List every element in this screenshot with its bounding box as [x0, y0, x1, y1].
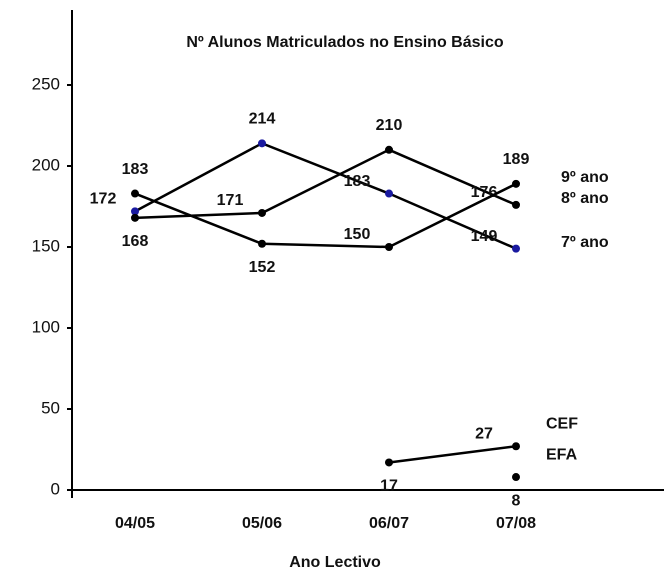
legend-label: 7º ano [561, 234, 609, 251]
data-label: 189 [503, 151, 530, 168]
marker [385, 458, 393, 467]
legend-label: 9º ano [561, 169, 609, 186]
x-axis-label: Ano Lectivo [289, 554, 381, 571]
data-label: 152 [249, 259, 276, 276]
series-line [134, 148, 517, 220]
marker [131, 213, 139, 222]
marker [385, 189, 393, 198]
x-tick-label: 05/06 [242, 515, 282, 532]
marker [512, 244, 520, 253]
data-label: 171 [217, 192, 244, 209]
x-tick-label: 04/05 [115, 515, 155, 532]
marker [512, 473, 520, 482]
marker [385, 145, 393, 154]
legend-label: 8º ano [561, 190, 609, 207]
marker [512, 200, 520, 209]
data-label: 8 [512, 492, 521, 509]
marker [258, 239, 266, 248]
data-label: 210 [376, 117, 403, 134]
data-label: 183 [344, 173, 371, 190]
y-tick-label: 250 [32, 74, 60, 93]
y-tick-label: 150 [32, 236, 60, 255]
y-tick-label: 200 [32, 155, 60, 174]
marker [385, 243, 393, 251]
x-tick-label: 06/07 [369, 515, 409, 532]
marker [258, 139, 266, 148]
x-tick-label: 07/08 [496, 515, 536, 532]
series-line [388, 445, 517, 464]
y-tick-label: 100 [32, 317, 60, 336]
y-tick-label: 0 [51, 479, 60, 498]
legend-label: EFA [546, 446, 578, 463]
y-tick-label: 50 [41, 398, 60, 417]
data-label: 150 [344, 226, 371, 243]
data-label: 149 [471, 228, 498, 245]
data-label: 17 [380, 478, 398, 495]
series-line [134, 182, 517, 249]
legend-label: CEF [546, 415, 578, 432]
marker [131, 207, 139, 216]
data-label: 27 [475, 425, 493, 442]
data-label: 172 [90, 191, 117, 208]
chart-title: Nº Alunos Matriculados no Ensino Básico [186, 34, 504, 51]
series-line [134, 141, 517, 250]
data-label: 183 [122, 161, 149, 178]
data-label: 168 [122, 233, 149, 250]
data-label: 214 [249, 111, 276, 128]
marker [258, 208, 266, 217]
marker [512, 179, 520, 188]
marker [131, 189, 139, 198]
marker [512, 442, 520, 451]
